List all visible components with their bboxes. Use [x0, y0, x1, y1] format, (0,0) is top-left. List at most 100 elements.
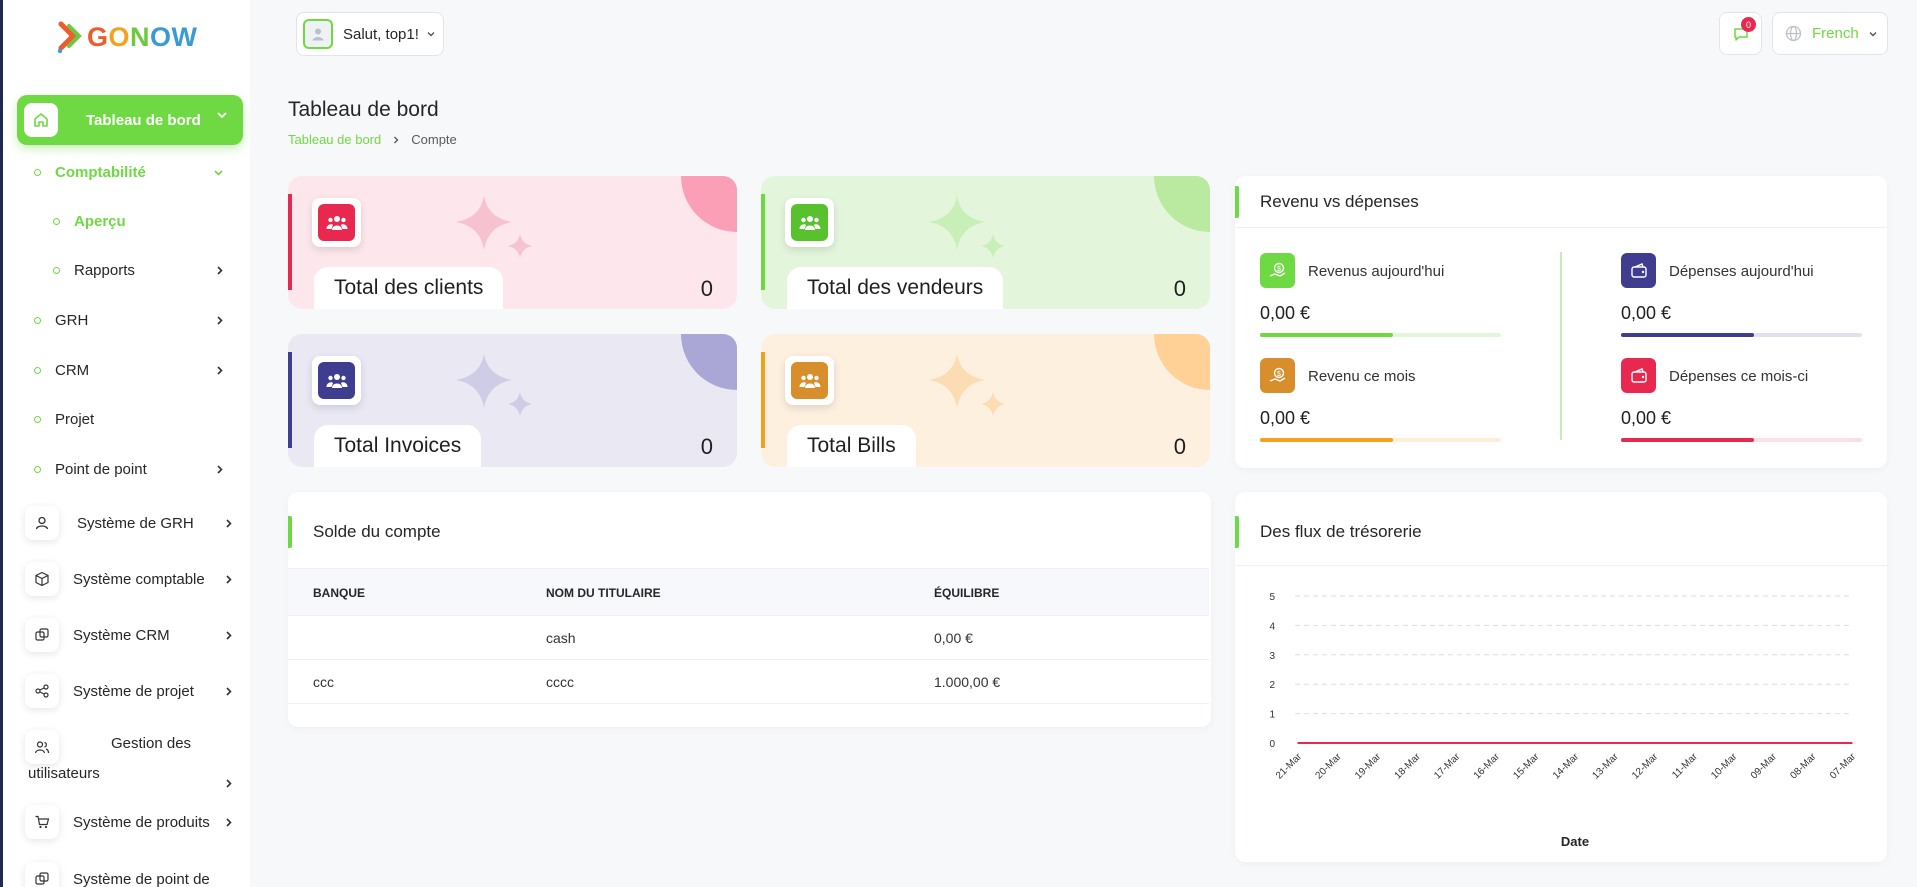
column-header[interactable]: NOM DU TITULAIRE	[546, 586, 661, 600]
money-hand-icon: $	[1260, 253, 1295, 288]
chevron-right-icon	[394, 136, 399, 143]
sidebar-item-dashboard[interactable]: Tableau de bord	[17, 95, 243, 145]
language-selector[interactable]: French	[1772, 12, 1888, 55]
stat-value: 0	[700, 276, 713, 301]
stat-card-vendors: Total des vendeurs 0	[761, 176, 1210, 309]
account-balance-card: Solde du compte BANQUE NOM DU TITULAIRE …	[288, 492, 1211, 727]
x-tick-label: 14-Mar	[1551, 751, 1582, 782]
column-header[interactable]: ÉQUILIBRE	[934, 586, 1000, 600]
x-tick-label: 13-Mar	[1591, 751, 1622, 782]
sidebar-item-project-system[interactable]: Système de projet	[25, 674, 245, 708]
bullet-icon	[34, 317, 41, 324]
chevron-right-icon	[217, 316, 223, 325]
x-tick-label: 17-Mar	[1432, 751, 1463, 782]
data-point	[1653, 742, 1655, 744]
x-tick-label: 09-Mar	[1749, 751, 1780, 782]
column-header[interactable]: BANQUE	[313, 586, 366, 600]
stat-card-clients: Total des clients 0	[288, 176, 737, 309]
sidebar-item-grh[interactable]: GRH	[34, 312, 234, 329]
data-point	[1692, 742, 1695, 744]
svg-text:$: $	[1277, 266, 1281, 273]
progress-fill	[1260, 438, 1393, 442]
progress-track	[1621, 438, 1862, 442]
clients-icon	[312, 198, 361, 247]
user-icon	[25, 506, 59, 540]
sidebar-item-pos[interactable]: Point de point	[34, 461, 234, 478]
page-title: Tableau de bord	[288, 98, 439, 121]
chevron-down-icon	[217, 112, 227, 119]
data-point	[1495, 742, 1497, 744]
y-tick-label: 1	[1269, 710, 1275, 721]
stat-value: 0	[1173, 434, 1186, 459]
sidebar-item-products-system[interactable]: Système de produits	[25, 805, 245, 839]
card-title: Revenu vs dépenses	[1260, 192, 1419, 211]
logo-mark-icon	[57, 21, 82, 54]
x-tick-label: 12-Mar	[1630, 751, 1661, 782]
sidebar-item-pos-system[interactable]: Système de point de	[25, 862, 245, 887]
x-tick-label: 16-Mar	[1472, 751, 1503, 782]
chevron-down-icon	[427, 32, 435, 37]
sidebar-item-project[interactable]: Projet	[34, 411, 234, 428]
progress-track	[1621, 333, 1862, 337]
logo-text: GONOW	[87, 21, 198, 52]
stat-card-invoices: Total Invoices 0	[288, 334, 737, 467]
sidebar-item-reports[interactable]: Rapports	[53, 262, 233, 279]
chevron-right-icon	[226, 686, 232, 696]
y-tick-label: 2	[1269, 680, 1275, 691]
invoices-icon	[312, 356, 361, 405]
bullet-icon	[34, 416, 41, 423]
layers-icon	[25, 862, 59, 887]
card-title: Des flux de trésorerie	[1260, 522, 1422, 541]
stat-label: Total Bills	[787, 425, 916, 467]
revenue-vs-expenses-card: Revenu vs dépenses $ Revenus aujourd'hui…	[1235, 176, 1887, 468]
x-tick-label: 21-Mar	[1274, 751, 1305, 782]
sidebar-item-accounting-system[interactable]: Système comptable	[25, 562, 245, 596]
sparkle-icon	[929, 196, 1005, 258]
chevron-right-icon	[226, 779, 232, 788]
sparkle-icon	[929, 354, 1005, 416]
chevron-right-icon	[226, 630, 232, 640]
layers-icon	[25, 618, 59, 652]
wallet-icon	[1621, 358, 1656, 393]
x-tick-label: 15-Mar	[1511, 751, 1542, 782]
sidebar-item-accounting[interactable]: Comptabilité	[34, 164, 234, 181]
user-menu-button[interactable]: Salut, top1!	[296, 12, 444, 56]
sidebar-item-overview[interactable]: Aperçu	[53, 213, 250, 230]
data-point	[1534, 742, 1537, 744]
sidebar-item-crm-system[interactable]: Système CRM	[25, 618, 245, 652]
stat-label: Total des vendeurs	[787, 267, 1004, 309]
x-axis-label: Date	[1561, 834, 1589, 849]
bills-icon	[785, 356, 834, 405]
sidebar-item-label: Tableau de bord	[86, 111, 201, 129]
share-icon	[25, 674, 59, 708]
sidebar: GONOW Tableau de bord Comptabilité Aperç…	[3, 0, 250, 887]
users-icon	[25, 730, 59, 764]
money-hand-icon: $	[1260, 358, 1295, 393]
data-point	[1574, 742, 1576, 744]
sidebar-item-user-management[interactable]: Gestion des utilisateurs	[25, 730, 245, 790]
sidebar-item-hr-system[interactable]: Système de GRH	[25, 506, 245, 540]
bullet-icon	[34, 367, 41, 374]
chevron-right-icon	[217, 366, 223, 375]
cart-icon	[25, 805, 59, 839]
table-header: BANQUE NOM DU TITULAIRE ÉQUILIBRE	[288, 568, 1209, 616]
chevron-right-icon	[226, 817, 232, 827]
x-tick-label: 11-Mar	[1670, 751, 1700, 781]
cash-flow-chart: 0 1 2 3 4 5 21-Mar 20-Mar 19-Mar 18-Mar 17-Mar 16-M…	[1269, 592, 1859, 849]
progress-fill	[1621, 438, 1754, 442]
x-tick-label: 07-Mar	[1828, 751, 1859, 782]
stat-label: Total Invoices	[314, 425, 482, 467]
logo[interactable]: GONOW	[55, 20, 198, 54]
sparkle-icon	[456, 196, 532, 258]
breadcrumb-link[interactable]: Tableau de bord	[288, 132, 382, 147]
bullet-icon	[34, 466, 41, 473]
chevron-right-icon	[226, 518, 232, 528]
user-greeting: Salut, top1!	[343, 25, 419, 43]
y-tick-label: 3	[1269, 651, 1275, 662]
data-point	[1732, 742, 1735, 744]
x-tick-label: 18-Mar	[1393, 751, 1424, 782]
sidebar-item-crm[interactable]: CRM	[34, 362, 234, 379]
messages-button[interactable]	[1719, 12, 1762, 55]
stat-card-bills: Total Bills 0	[761, 334, 1210, 467]
wallet-icon	[1621, 253, 1656, 288]
